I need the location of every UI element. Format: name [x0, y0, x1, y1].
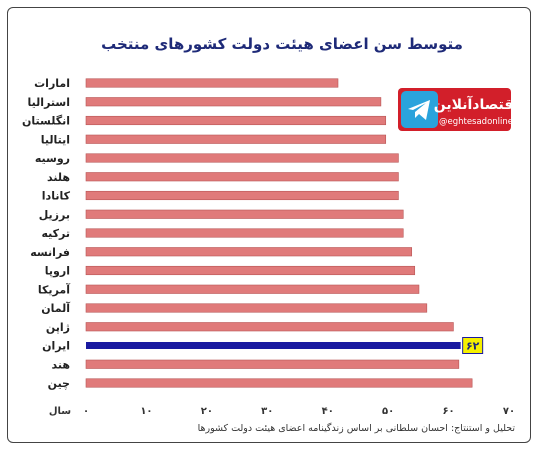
bar-highlight	[86, 342, 461, 349]
source-note: تحلیل و استنتاج: احسان سلطانی بر اساس زن…	[198, 422, 516, 434]
bar	[85, 78, 339, 88]
bar	[85, 153, 399, 163]
x-tick-label: ۷۰	[503, 406, 515, 417]
category-label: فرانسه	[30, 246, 70, 259]
category-labels: امارات استرالیا انگلستان ایتالیا روسیه هلند کا…	[22, 77, 71, 390]
category-label: روسیه	[35, 152, 70, 165]
bar	[85, 115, 387, 126]
data-label: ۶۲	[466, 340, 480, 353]
watermark-brand: اقتصادآنلاین	[434, 95, 518, 113]
bar	[85, 97, 382, 107]
bar	[85, 359, 460, 369]
x-tick-labels: ۰ ۱۰ ۲۰ ۳۰ ۴۰ ۵۰ ۶۰ ۷۰	[83, 406, 515, 417]
category-label: ایتالیا	[41, 133, 70, 146]
watermark-logo: اقتصادآنلاین @eghtesadonline	[398, 88, 518, 131]
category-label: هند	[52, 358, 70, 371]
bar	[85, 265, 416, 276]
bar	[85, 284, 420, 294]
bar	[85, 172, 399, 182]
x-tick-label: ۵۰	[382, 406, 394, 417]
x-tick-label: ۰	[83, 406, 89, 417]
category-label: ژاپن	[46, 321, 70, 334]
x-tick-label: ۲۰	[201, 406, 213, 417]
category-label: اروپا	[45, 265, 70, 278]
bar	[85, 134, 387, 144]
category-label: انگلستان	[22, 115, 70, 128]
category-label: آلمان	[41, 301, 70, 315]
bar	[85, 322, 454, 332]
chart-title: متوسط سن اعضای هیئت دولت کشورهای منتخب	[101, 35, 463, 53]
bar	[85, 378, 473, 388]
category-label: کانادا	[42, 190, 71, 203]
category-label: ترکیه	[41, 227, 70, 240]
x-tick-label: ۱۰	[140, 406, 152, 417]
bar	[85, 247, 413, 257]
bar	[85, 190, 399, 201]
bar	[85, 209, 404, 219]
x-tick-label: ۶۰	[442, 406, 454, 417]
category-label: ایران	[42, 340, 70, 353]
bar	[85, 228, 404, 238]
bars-group: ۶۲	[85, 78, 484, 388]
x-tick-label: ۴۰	[322, 406, 334, 417]
category-label: هلند	[47, 171, 70, 184]
category-label: برزیل	[39, 208, 70, 221]
x-tick-label: ۳۰	[261, 406, 273, 417]
category-label: چین	[48, 377, 70, 390]
telegram-plane-icon	[408, 100, 430, 120]
watermark-handle: @eghtesadonline	[439, 117, 513, 127]
category-label: آمریکا	[38, 282, 70, 296]
bar	[85, 303, 428, 313]
category-label: امارات	[34, 77, 70, 90]
category-label: استرالیا	[28, 96, 70, 109]
highlight-label-box	[462, 337, 484, 354]
x-axis-label: سال	[49, 406, 71, 417]
